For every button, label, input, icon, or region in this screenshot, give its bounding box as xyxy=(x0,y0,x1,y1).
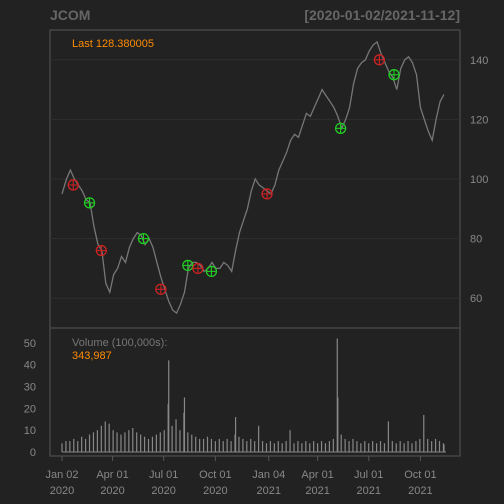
volume-tick-label: 20 xyxy=(24,403,36,415)
price-tick-label: 120 xyxy=(470,114,488,126)
price-tick-label: 140 xyxy=(470,55,488,67)
chart-title: JCOM xyxy=(50,7,90,23)
x-tick-label: Apr 01 xyxy=(301,469,333,481)
last-price-label: Last 128.380005 xyxy=(72,38,154,50)
x-tick-year: 2021 xyxy=(408,485,432,497)
x-tick-year: 2020 xyxy=(151,485,175,497)
volume-bars xyxy=(61,338,446,453)
x-tick-year: 2020 xyxy=(50,485,74,497)
x-tick-year: 2021 xyxy=(356,485,380,497)
x-tick-label: Jan 02 xyxy=(45,469,78,481)
volume-axis-ticks: 0 10 20 30 40 50 xyxy=(24,338,36,459)
price-line xyxy=(61,40,445,315)
x-tick-label: Apr 01 xyxy=(96,469,128,481)
x-axis-ticks: Jan 02 2020 Apr 01 2020 Jul 01 2020 Oct 01 2020… xyxy=(45,456,437,497)
trade-markers xyxy=(67,54,400,295)
volume-tick-label: 50 xyxy=(24,338,36,350)
price-axis-ticks: 60 80 100 120 140 xyxy=(470,55,488,305)
x-tick-year: 2021 xyxy=(305,485,329,497)
x-tick-label: Jul 01 xyxy=(354,469,383,481)
x-tick-label: Jan 04 xyxy=(252,469,285,481)
volume-label: Volume (100,000s): xyxy=(72,337,167,349)
volume-tick-label: 10 xyxy=(24,425,36,437)
x-tick-year: 2020 xyxy=(203,485,227,497)
x-tick-year: 2020 xyxy=(100,485,124,497)
volume-last-value: 343,987 xyxy=(72,350,112,362)
volume-tick-label: 40 xyxy=(24,360,36,372)
volume-panel-frame xyxy=(49,327,461,457)
x-tick-label: Oct 01 xyxy=(404,469,436,481)
volume-tick-label: 30 xyxy=(24,382,36,394)
volume-tick-label: 0 xyxy=(30,447,36,459)
price-tick-label: 100 xyxy=(470,174,488,186)
date-range: [2020-01-02/2021-11-12] xyxy=(304,7,460,23)
price-tick-label: 80 xyxy=(470,234,482,246)
x-tick-year: 2021 xyxy=(256,485,280,497)
x-tick-label: Oct 01 xyxy=(199,469,231,481)
x-tick-label: Jul 01 xyxy=(149,469,178,481)
price-tick-label: 60 xyxy=(470,293,482,305)
